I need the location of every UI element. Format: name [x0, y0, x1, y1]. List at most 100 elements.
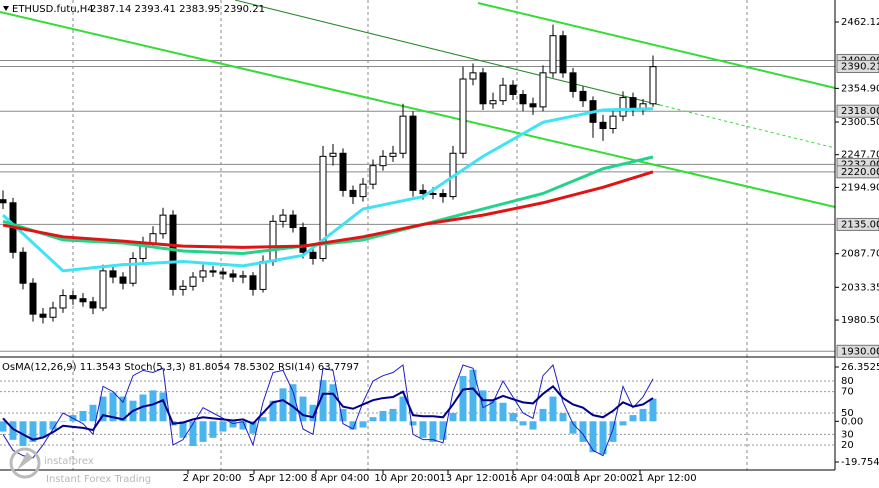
candle-body — [209, 270, 217, 273]
osma-bar — [509, 413, 517, 422]
osma-bar — [189, 421, 197, 447]
osma-bar — [569, 421, 577, 434]
osma-bar — [339, 408, 347, 422]
osma-bar — [559, 413, 567, 422]
watermark-logo — [17, 452, 33, 470]
osc-tick-label: 30 — [841, 429, 854, 440]
y-tick-label: 1980.50 — [841, 315, 879, 326]
x-tick-label: 2 Apr 20:00 — [183, 473, 242, 484]
osma-bar — [79, 410, 87, 422]
level-label: 2318.00 — [841, 106, 879, 117]
osma-bar — [49, 421, 57, 430]
candle-body — [309, 251, 317, 259]
watermark-logo — [9, 447, 41, 479]
candle-body — [129, 257, 137, 284]
candle-body — [389, 152, 397, 157]
osma-bar — [299, 396, 307, 422]
osma-bar — [0, 421, 7, 432]
candle-body — [39, 313, 47, 318]
axis-labels: 2462.12 2354.90 2300.50 2247.70 2194.90 2087.… — [835, 17, 879, 468]
candle-body — [469, 72, 477, 80]
candle-body — [89, 301, 97, 309]
osma-bar — [399, 396, 407, 422]
candle-body — [259, 261, 267, 290]
osma-bar — [259, 417, 267, 422]
osma-bar — [549, 396, 557, 422]
osma-bar — [269, 400, 277, 422]
x-tick-label: 5 Apr 12:00 — [249, 473, 308, 484]
candle-body — [19, 251, 27, 284]
level-box — [836, 344, 879, 358]
osma-bar — [309, 404, 317, 422]
candle-body — [339, 152, 347, 191]
x-tick-label: 18 Apr 20:00 — [567, 473, 632, 484]
candle-body — [549, 35, 557, 74]
trend-line — [659, 104, 836, 149]
moving-average — [1, 107, 654, 273]
candle-body — [189, 276, 197, 287]
candle-body — [499, 84, 507, 102]
candle-body — [369, 165, 377, 185]
osma-tick-label: 0.00 — [841, 416, 863, 427]
trend-line — [0, 11, 836, 208]
candle-body — [609, 115, 617, 130]
candle-body — [379, 155, 387, 167]
time-labels: 2 Apr 20:00 5 Apr 12:00 8 Apr 04:00 10 Apr … — [183, 470, 697, 484]
osma-bar — [469, 369, 477, 422]
candle-body — [569, 72, 577, 92]
osma-bar — [379, 410, 387, 422]
candle-body — [539, 72, 547, 108]
osma-bar — [159, 392, 167, 422]
candle-body — [289, 214, 297, 229]
osma-bar — [109, 392, 117, 422]
candle-body — [159, 214, 167, 235]
osma-bar — [29, 421, 37, 442]
candle-body — [529, 103, 537, 108]
osma-bar — [589, 421, 597, 453]
osma-bar — [149, 390, 157, 422]
candle-body — [359, 183, 367, 198]
price-axis-bg — [835, 0, 879, 488]
candle-body — [269, 220, 277, 263]
osma-bar — [179, 421, 187, 438]
candle-body — [109, 270, 117, 278]
candle-body — [119, 276, 127, 284]
candle-body — [219, 271, 227, 275]
rsi-line — [2, 384, 654, 441]
y-tick-label: 2354.90 — [841, 83, 879, 94]
osma-bar — [369, 417, 377, 422]
level-label: 2390.21 — [841, 62, 879, 73]
candle-body — [0, 199, 7, 204]
osma-bar — [219, 421, 227, 432]
osma-bar — [609, 421, 617, 442]
candle-body — [99, 270, 107, 309]
y-tick-label: 2087.70 — [841, 249, 879, 260]
candle-body — [299, 227, 307, 253]
level-box — [836, 60, 879, 74]
candle-body — [49, 307, 57, 318]
candle-body — [439, 192, 447, 198]
level-label: 2135.00 — [841, 219, 879, 230]
watermark-tagline: Instant Forex Trading — [46, 474, 151, 485]
menu-arrow[interactable] — [3, 6, 9, 11]
osma-bar — [9, 421, 17, 440]
osma-bar — [429, 421, 437, 442]
osma-bar — [59, 421, 67, 422]
level-label: 2232.00 — [841, 159, 879, 170]
oscillator — [0, 364, 835, 459]
watermark-brand: instaforex — [44, 456, 94, 467]
x-tick-label: 21 Apr 12:00 — [631, 473, 696, 484]
osma-bar — [629, 415, 637, 422]
osma-bar — [389, 408, 397, 422]
candle-body — [229, 273, 237, 278]
trend-line — [234, 0, 661, 106]
level-label: 1930.00 — [841, 346, 879, 357]
osma-bar — [539, 408, 547, 422]
candle-body — [509, 84, 517, 95]
osc-tick-label: 50 — [841, 408, 854, 419]
x-tick-label: 10 Apr 20:00 — [374, 473, 439, 484]
osma-bar — [359, 421, 367, 428]
stoch-line — [2, 364, 654, 459]
osma-bar — [649, 398, 657, 422]
osma-bar — [639, 408, 647, 422]
